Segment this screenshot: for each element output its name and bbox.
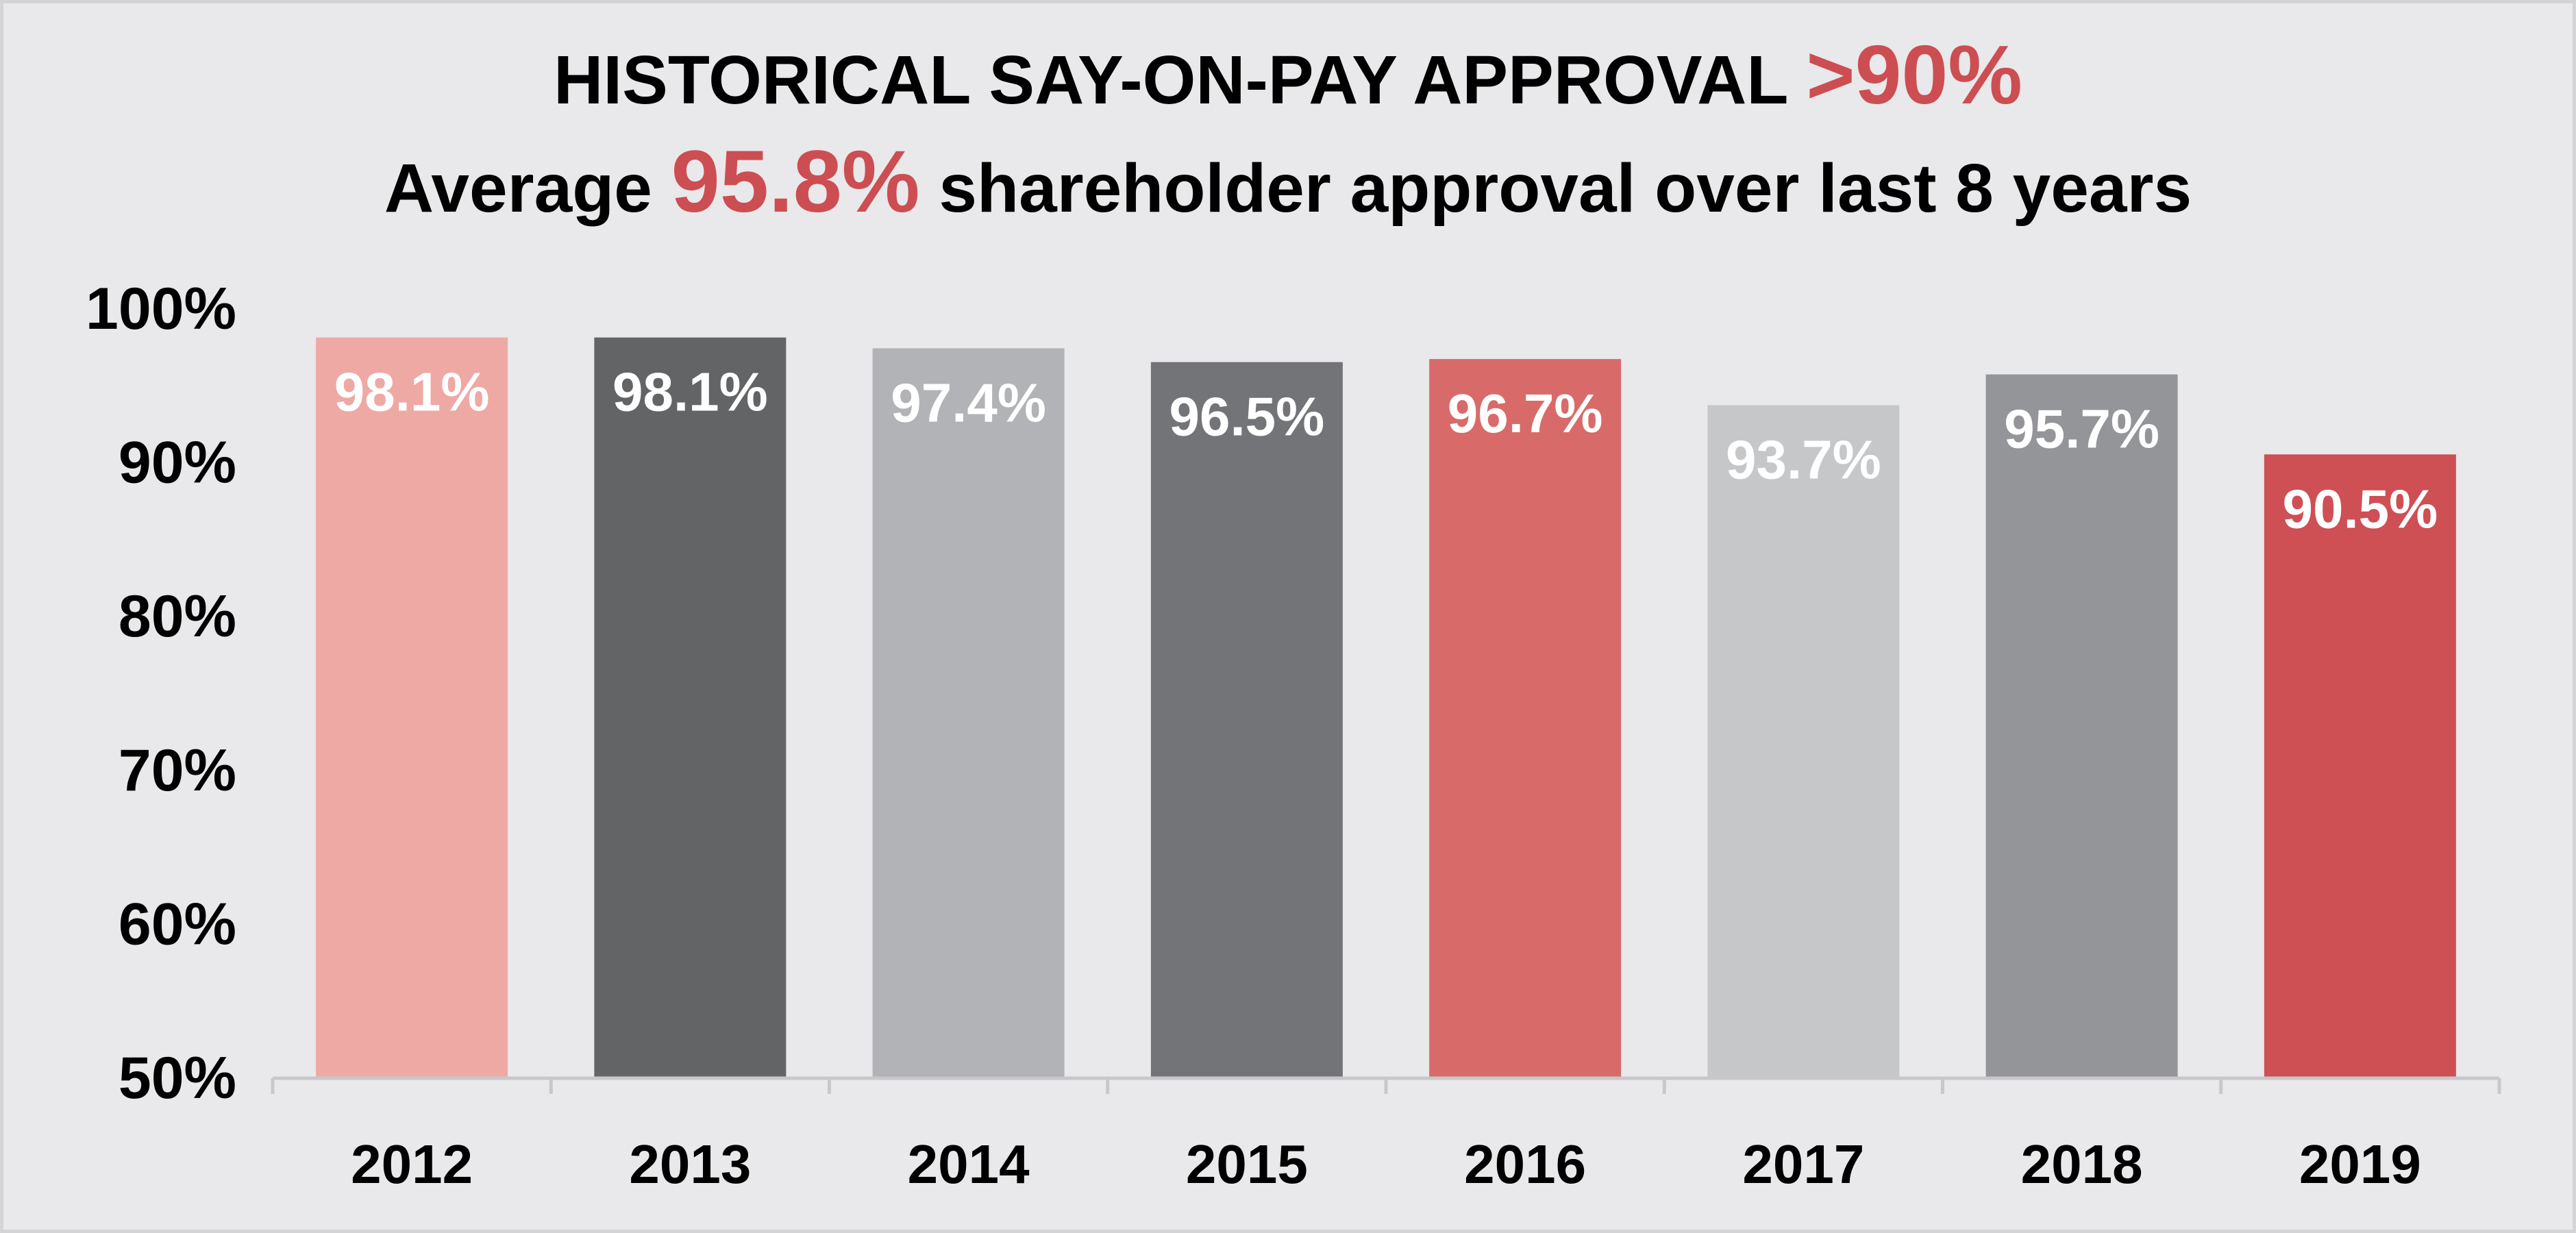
x-tick-label: 2019: [2299, 1134, 2421, 1195]
y-tick-label: 80%: [119, 584, 236, 649]
bar-2012: [316, 337, 508, 1078]
y-tick-label: 50%: [119, 1045, 236, 1111]
bar-2014: [872, 348, 1065, 1078]
y-tick-label: 60%: [119, 891, 236, 957]
bar-2018: [1985, 374, 2178, 1078]
bar-2015: [1150, 362, 1343, 1078]
bar-2013: [594, 337, 787, 1078]
x-tick-label: 2017: [1742, 1134, 1864, 1195]
x-tick-label: 2012: [351, 1134, 473, 1195]
y-tick-label: 70%: [119, 738, 236, 804]
chart-title: HISTORICAL SAY-ON-PAY APPROVAL >90%: [0, 30, 2576, 125]
bar-value-label: 97.4%: [891, 372, 1046, 433]
chart-subtitle-suffix: shareholder approval over last 8 years: [919, 150, 2192, 227]
chart-subtitle-prefix: Average: [384, 150, 671, 227]
bar-2016: [1429, 359, 1622, 1078]
bar-2019: [2264, 454, 2456, 1078]
chart-title-highlight: >90%: [1806, 28, 2022, 121]
x-tick-label: 2013: [629, 1134, 751, 1195]
bar-value-label: 95.7%: [2004, 399, 2159, 460]
x-tick-label: 2014: [908, 1134, 1030, 1195]
x-axis: 2012 2013 2014 2015 2016 2017 2018 2019: [271, 1076, 2501, 1195]
y-tick-label: 100%: [86, 276, 236, 342]
chart-subtitle-highlight: 95.8%: [671, 133, 920, 231]
bars: 98.1% 98.1% 97.4% 96.5% 96.7% 93.7% 95.7% 90.5%: [316, 337, 2456, 1078]
bar-value-label: 93.7%: [1726, 429, 1881, 490]
y-axis: 50% 60% 70% 80% 90% 100%: [86, 276, 236, 1111]
chart-title-text: HISTORICAL SAY-ON-PAY APPROVAL: [554, 42, 1807, 119]
bar-value-label: 98.1%: [334, 362, 490, 423]
bar-value-label: 90.5%: [2282, 478, 2438, 539]
bar-value-label: 96.5%: [1169, 386, 1324, 447]
bar-value-label: 98.1%: [612, 362, 768, 423]
bar-2017: [1707, 405, 1900, 1078]
y-tick-label: 90%: [119, 430, 236, 496]
x-tick-label: 2016: [1464, 1134, 1586, 1195]
chart-subtitle: Average 95.8% shareholder approval over …: [0, 134, 2576, 236]
x-tick-label: 2015: [1186, 1134, 1308, 1195]
bar-value-label: 96.7%: [1448, 383, 1603, 444]
x-tick-label: 2018: [2021, 1134, 2143, 1195]
